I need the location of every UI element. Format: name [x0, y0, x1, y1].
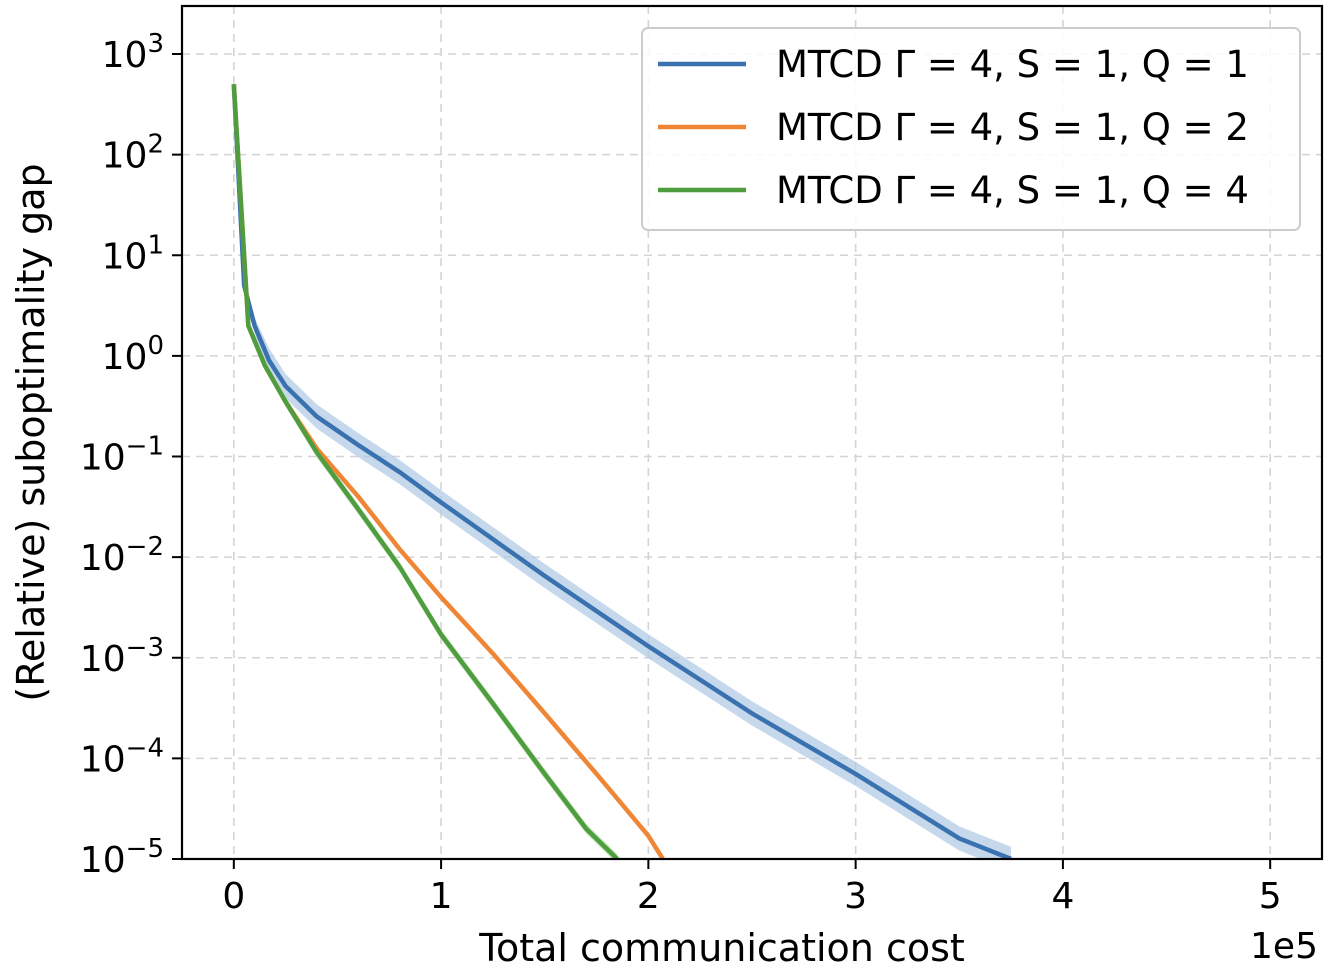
series-band-1: [233, 84, 1012, 859]
series-lines: [231, 84, 1012, 859]
series-line-1: [231, 84, 1012, 859]
y-tick-label: 101: [102, 230, 164, 277]
series-band-2: [233, 84, 663, 859]
series-band-3: [233, 84, 618, 859]
plot-frame: [180, 4, 1324, 861]
y-tick-label: 102: [102, 130, 164, 177]
legend-label-3: MTCD Γ = 4, S = 1, Q = 4: [776, 169, 1249, 212]
x-axis-offset-label: 1e5: [1250, 926, 1318, 967]
legend-box: [641, 27, 1301, 231]
legend-label-1: MTCD Γ = 4, S = 1, Q = 1: [776, 43, 1249, 86]
legend: MTCD Γ = 4, S = 1, Q = 1 MTCD Γ = 4, S = …: [641, 27, 1301, 231]
series-line-3: [231, 84, 619, 859]
y-tick-label: 103: [102, 29, 164, 76]
x-tick-label: 5: [1259, 876, 1282, 917]
y-tick-label: 10−1: [80, 432, 164, 479]
y-tick-label: 10−4: [80, 733, 164, 780]
y-tick-label: 100: [102, 331, 164, 378]
y-axis-label: (Relative) suboptimality gap: [9, 163, 53, 701]
y-tick-label: 10−2: [80, 532, 164, 579]
x-axis-label: Total communication cost: [478, 926, 965, 970]
x-tick-label: 1: [430, 876, 453, 917]
x-tick-label: 4: [1051, 876, 1074, 917]
legend-label-2: MTCD Γ = 4, S = 1, Q = 2: [776, 106, 1249, 149]
y-tick-label: 10−5: [80, 834, 164, 881]
x-axis-ticks: 0 1 2 3 4 5: [222, 859, 1282, 917]
x-tick-label: 0: [222, 876, 245, 917]
y-tick-label: 10−3: [80, 633, 164, 680]
x-tick-label: 3: [844, 876, 867, 917]
x-tick-label: 2: [637, 876, 660, 917]
series-line-2: [231, 84, 665, 859]
y-axis-ticks: 103 102 101 100 10−1 10−2 10−3 10−4 10−5: [80, 29, 182, 881]
confidence-bands: [233, 84, 1012, 859]
